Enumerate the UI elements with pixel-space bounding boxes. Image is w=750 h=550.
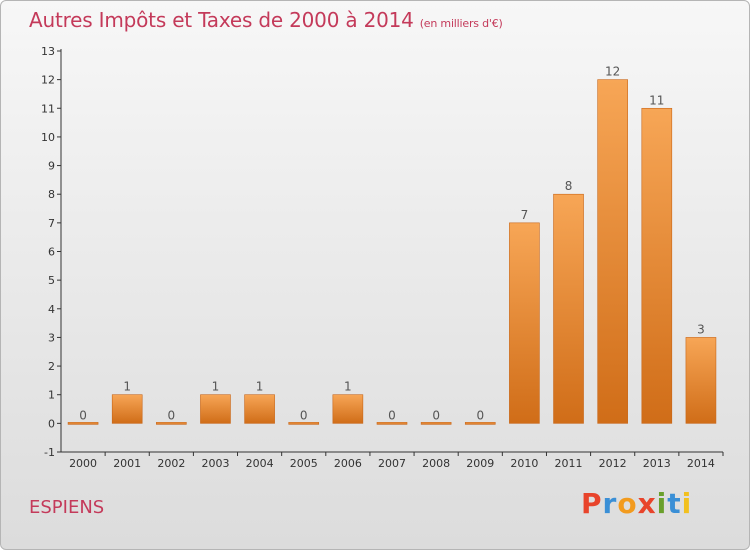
x-tick-label: 2001 bbox=[113, 457, 141, 470]
x-tick-label: 2011 bbox=[555, 457, 583, 470]
bar bbox=[156, 422, 187, 425]
logo-letter: t bbox=[667, 487, 682, 520]
data-label: 0 bbox=[476, 408, 484, 422]
data-label: 0 bbox=[432, 408, 440, 422]
y-tick-label: 9 bbox=[48, 160, 55, 173]
x-tick-label: 2010 bbox=[510, 457, 538, 470]
y-tick-label: 13 bbox=[41, 45, 55, 58]
y-tick-label: 5 bbox=[48, 274, 55, 287]
x-tick-label: 2012 bbox=[599, 457, 627, 470]
x-tick-label: 2007 bbox=[378, 457, 406, 470]
y-tick-label: -1 bbox=[44, 446, 55, 459]
bar bbox=[200, 394, 231, 424]
logo-letter: o bbox=[617, 487, 638, 520]
chart-bars bbox=[67, 79, 717, 425]
y-tick-label: 10 bbox=[41, 131, 55, 144]
x-tick-label: 2006 bbox=[334, 457, 362, 470]
data-label: 0 bbox=[79, 408, 87, 422]
bar bbox=[332, 394, 364, 424]
bar bbox=[509, 222, 540, 424]
data-label: 0 bbox=[300, 408, 308, 422]
logo-letter: P bbox=[581, 487, 603, 520]
logo-letter: r bbox=[602, 487, 618, 520]
data-label: 1 bbox=[212, 380, 220, 394]
bar bbox=[244, 394, 275, 424]
y-tick-label: 12 bbox=[41, 74, 55, 87]
bar bbox=[420, 422, 452, 425]
y-tick-label: 11 bbox=[41, 102, 55, 115]
data-label: 11 bbox=[649, 93, 664, 107]
data-label: 1 bbox=[123, 380, 131, 394]
bar bbox=[641, 107, 673, 424]
x-tick-label: 2004 bbox=[246, 457, 274, 470]
data-label: 1 bbox=[256, 380, 264, 394]
chart-title-text: Autres Impôts et Taxes de 2000 à 2014 bbox=[29, 8, 414, 32]
bar bbox=[464, 422, 496, 425]
chart-subtitle: (en milliers d'€) bbox=[419, 17, 503, 30]
bar bbox=[553, 193, 584, 424]
x-tick-label: 2002 bbox=[157, 457, 185, 470]
y-tick-label: 0 bbox=[48, 417, 55, 430]
bar bbox=[111, 394, 143, 424]
data-label: 1 bbox=[344, 380, 352, 394]
data-label: 3 bbox=[697, 322, 705, 336]
y-tick-label: 3 bbox=[48, 331, 55, 344]
y-tick-label: 2 bbox=[48, 360, 55, 373]
bar bbox=[67, 422, 99, 425]
y-tick-label: 4 bbox=[48, 303, 55, 316]
x-tick-label: 2000 bbox=[69, 457, 97, 470]
chart-title: Autres Impôts et Taxes de 2000 à 2014 (en… bbox=[29, 8, 503, 32]
data-label: 7 bbox=[521, 208, 529, 222]
x-tick-label: 2009 bbox=[466, 457, 494, 470]
x-tick-label: 2014 bbox=[687, 457, 715, 470]
data-label: 0 bbox=[168, 408, 176, 422]
logo-letter: x bbox=[637, 487, 657, 520]
y-tick-label: 8 bbox=[48, 188, 55, 201]
y-tick-label: 1 bbox=[48, 389, 55, 402]
x-tick-label: 2005 bbox=[290, 457, 318, 470]
x-tick-label: 2008 bbox=[422, 457, 450, 470]
location-name: ESPIENS bbox=[29, 497, 105, 518]
proxiti-logo: Proxiti bbox=[581, 487, 692, 520]
y-tick-label: 7 bbox=[48, 217, 55, 230]
bar bbox=[597, 79, 628, 424]
y-tick-label: 6 bbox=[48, 246, 55, 259]
x-tick-label: 2003 bbox=[201, 457, 229, 470]
bar bbox=[685, 337, 717, 424]
logo-letter: i bbox=[656, 487, 668, 520]
data-label: 0 bbox=[388, 408, 396, 422]
bar bbox=[288, 422, 320, 425]
data-label: 12 bbox=[605, 65, 620, 79]
logo-letter: i bbox=[681, 487, 693, 520]
data-label: 8 bbox=[565, 179, 573, 193]
x-tick-label: 2013 bbox=[643, 457, 671, 470]
bar bbox=[376, 422, 408, 425]
